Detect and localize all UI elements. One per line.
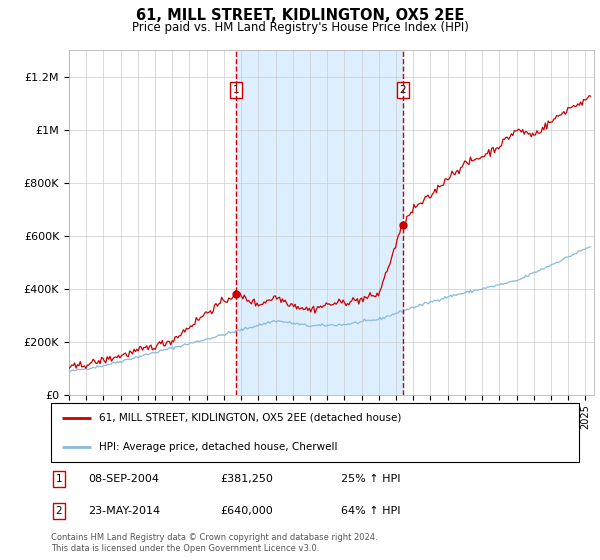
- Text: £381,250: £381,250: [220, 474, 273, 484]
- Text: 08-SEP-2004: 08-SEP-2004: [88, 474, 159, 484]
- Text: 61, MILL STREET, KIDLINGTON, OX5 2EE (detached house): 61, MILL STREET, KIDLINGTON, OX5 2EE (de…: [98, 413, 401, 423]
- Text: Contains HM Land Registry data © Crown copyright and database right 2024.
This d: Contains HM Land Registry data © Crown c…: [51, 533, 377, 553]
- Text: 25% ↑ HPI: 25% ↑ HPI: [341, 474, 401, 484]
- Bar: [236, 50, 403, 395]
- Text: 61, MILL STREET, KIDLINGTON, OX5 2EE: 61, MILL STREET, KIDLINGTON, OX5 2EE: [136, 8, 464, 24]
- Text: 1: 1: [232, 85, 239, 95]
- Text: 64% ↑ HPI: 64% ↑ HPI: [341, 506, 401, 516]
- Text: £640,000: £640,000: [220, 506, 273, 516]
- Text: 1: 1: [56, 474, 62, 484]
- Text: 23-MAY-2014: 23-MAY-2014: [88, 506, 160, 516]
- Text: 2: 2: [56, 506, 62, 516]
- Text: 2: 2: [400, 85, 406, 95]
- Text: HPI: Average price, detached house, Cherwell: HPI: Average price, detached house, Cher…: [98, 442, 337, 452]
- Text: Price paid vs. HM Land Registry's House Price Index (HPI): Price paid vs. HM Land Registry's House …: [131, 21, 469, 34]
